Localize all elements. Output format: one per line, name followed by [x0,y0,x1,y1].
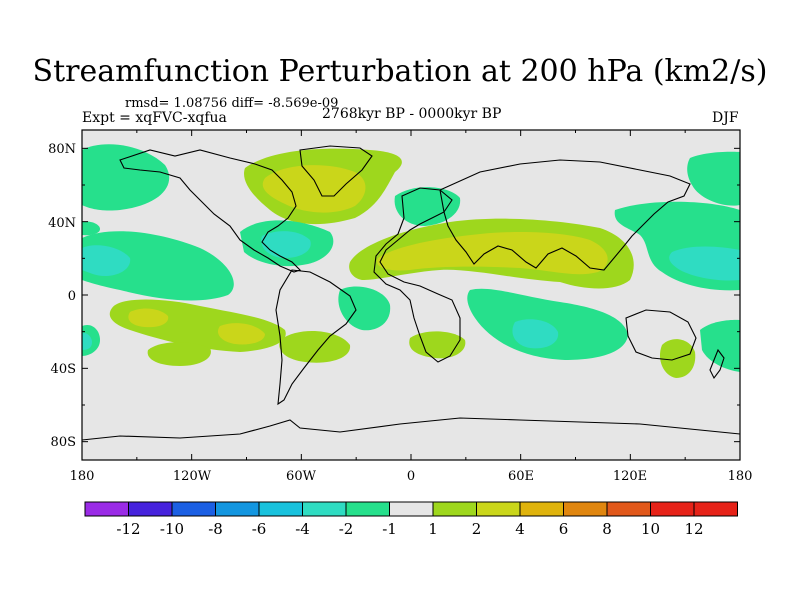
colorbar-label-2: -10 [160,520,184,538]
colorbar-box-4 [215,501,260,517]
y-tick-40N: 40N [48,216,76,231]
colorbar-box-10 [476,501,521,517]
colorbar-label-6: -2 [339,520,354,538]
colorbar-box-13 [606,501,651,517]
coast-australia [625,309,697,361]
contour-atlantic-pos-core [262,165,366,213]
contour-indian-ocean-neg-core [512,319,559,349]
coastlines [82,145,740,441]
season-label: DJF [712,110,739,126]
coast-greenland [299,145,373,197]
x-tick-0: 0 [407,469,415,484]
contour-arctic-neg [687,151,740,206]
colorbar-box-9 [432,501,477,517]
x-tick-60W: 60W [286,469,317,484]
contour-north-pacific-neg-core [82,245,131,276]
contour-north-pacific-neg-lower [82,231,234,301]
colorbar-labels: -12 -10 -8 -6 -4 -2 -1 1 2 4 6 8 10 12 [116,520,703,538]
colorbar-box-15 [693,501,738,517]
chart-title: Streamfunction Perturbation at 200 hPa (… [32,54,768,89]
colorbar-label-8: 1 [428,520,438,538]
expt-label: Expt = xqFVC-xqfua [82,110,227,126]
rmsd-label: rmsd= 1.08756 diff= -8.569e-09 [125,96,339,111]
colorbar-label-1: -12 [116,520,140,538]
contour-asia-pos-core [376,232,608,275]
coast-europe-africa [373,187,461,363]
y-tick-80N: 80N [48,142,76,157]
colorbar-label-12: 8 [602,520,612,538]
contour-caribbean-neg-core [261,231,311,258]
colorbar [84,501,738,517]
colorbar-label-9: 2 [472,520,482,538]
contour-pacific-neg-core [669,246,740,281]
contour-south-pacific-pos-small [147,342,211,366]
colorbar-box-14 [650,501,695,517]
colorbar-box-5 [258,501,303,517]
map-plot [82,130,740,460]
colorbar-box-7 [345,501,390,517]
coast-north-america [119,149,302,273]
contour-southwest-pacific-neg [700,319,740,372]
colorbar-label-11: 6 [559,520,569,538]
colorbar-box-11 [519,501,564,517]
y-tick-0: 0 [68,289,76,304]
contour-west-atlantic-small-neg [82,221,100,236]
contour-south-pacific-pos-core2 [217,323,265,345]
coast-new-zealand [709,348,725,380]
colorbar-label-13: 10 [641,520,660,538]
x-tick-180W: 180 [70,469,95,484]
axis-ticks [81,130,741,460]
colorbar-label-14: 12 [684,520,703,538]
contour-north-pacific-neg [82,144,170,211]
x-tick-120E: 120E [613,469,647,484]
colorbar-box-3 [171,501,216,517]
colorbar-label-7: -1 [382,520,397,538]
contour-dateline-neg-east [720,219,740,234]
x-tick-120W: 120W [173,469,212,484]
colorbar-box-8 [389,501,434,517]
contour-south-atlantic-neg [338,286,391,331]
colorbar-box-1 [84,501,129,517]
coast-south-america [275,269,357,406]
period-label: 2768kyr BP - 0000kyr BP [322,106,502,122]
colorbar-box-12 [563,501,608,517]
colorbar-box-6 [302,501,347,517]
colorbar-label-4: -6 [252,520,267,538]
y-tick-40S: 40S [51,362,76,377]
colorbar-label-5: -4 [295,520,310,538]
coast-antarctica [82,417,740,441]
x-tick-180E: 180 [728,469,753,484]
colorbar-label-10: 4 [515,520,525,538]
contour-south-america-pos [279,330,351,363]
contour-south-africa-pos [409,331,466,359]
y-tick-80S: 80S [51,435,76,450]
colorbar-box-2 [128,501,173,517]
contour-europe-neg [394,187,461,226]
colorbar-label-3: -8 [208,520,223,538]
coast-asia [439,159,691,271]
contour-south-pacific-pos-core [128,308,169,328]
x-tick-60E: 60E [508,469,534,484]
contour-south-west-edge-neg-core [82,332,92,350]
